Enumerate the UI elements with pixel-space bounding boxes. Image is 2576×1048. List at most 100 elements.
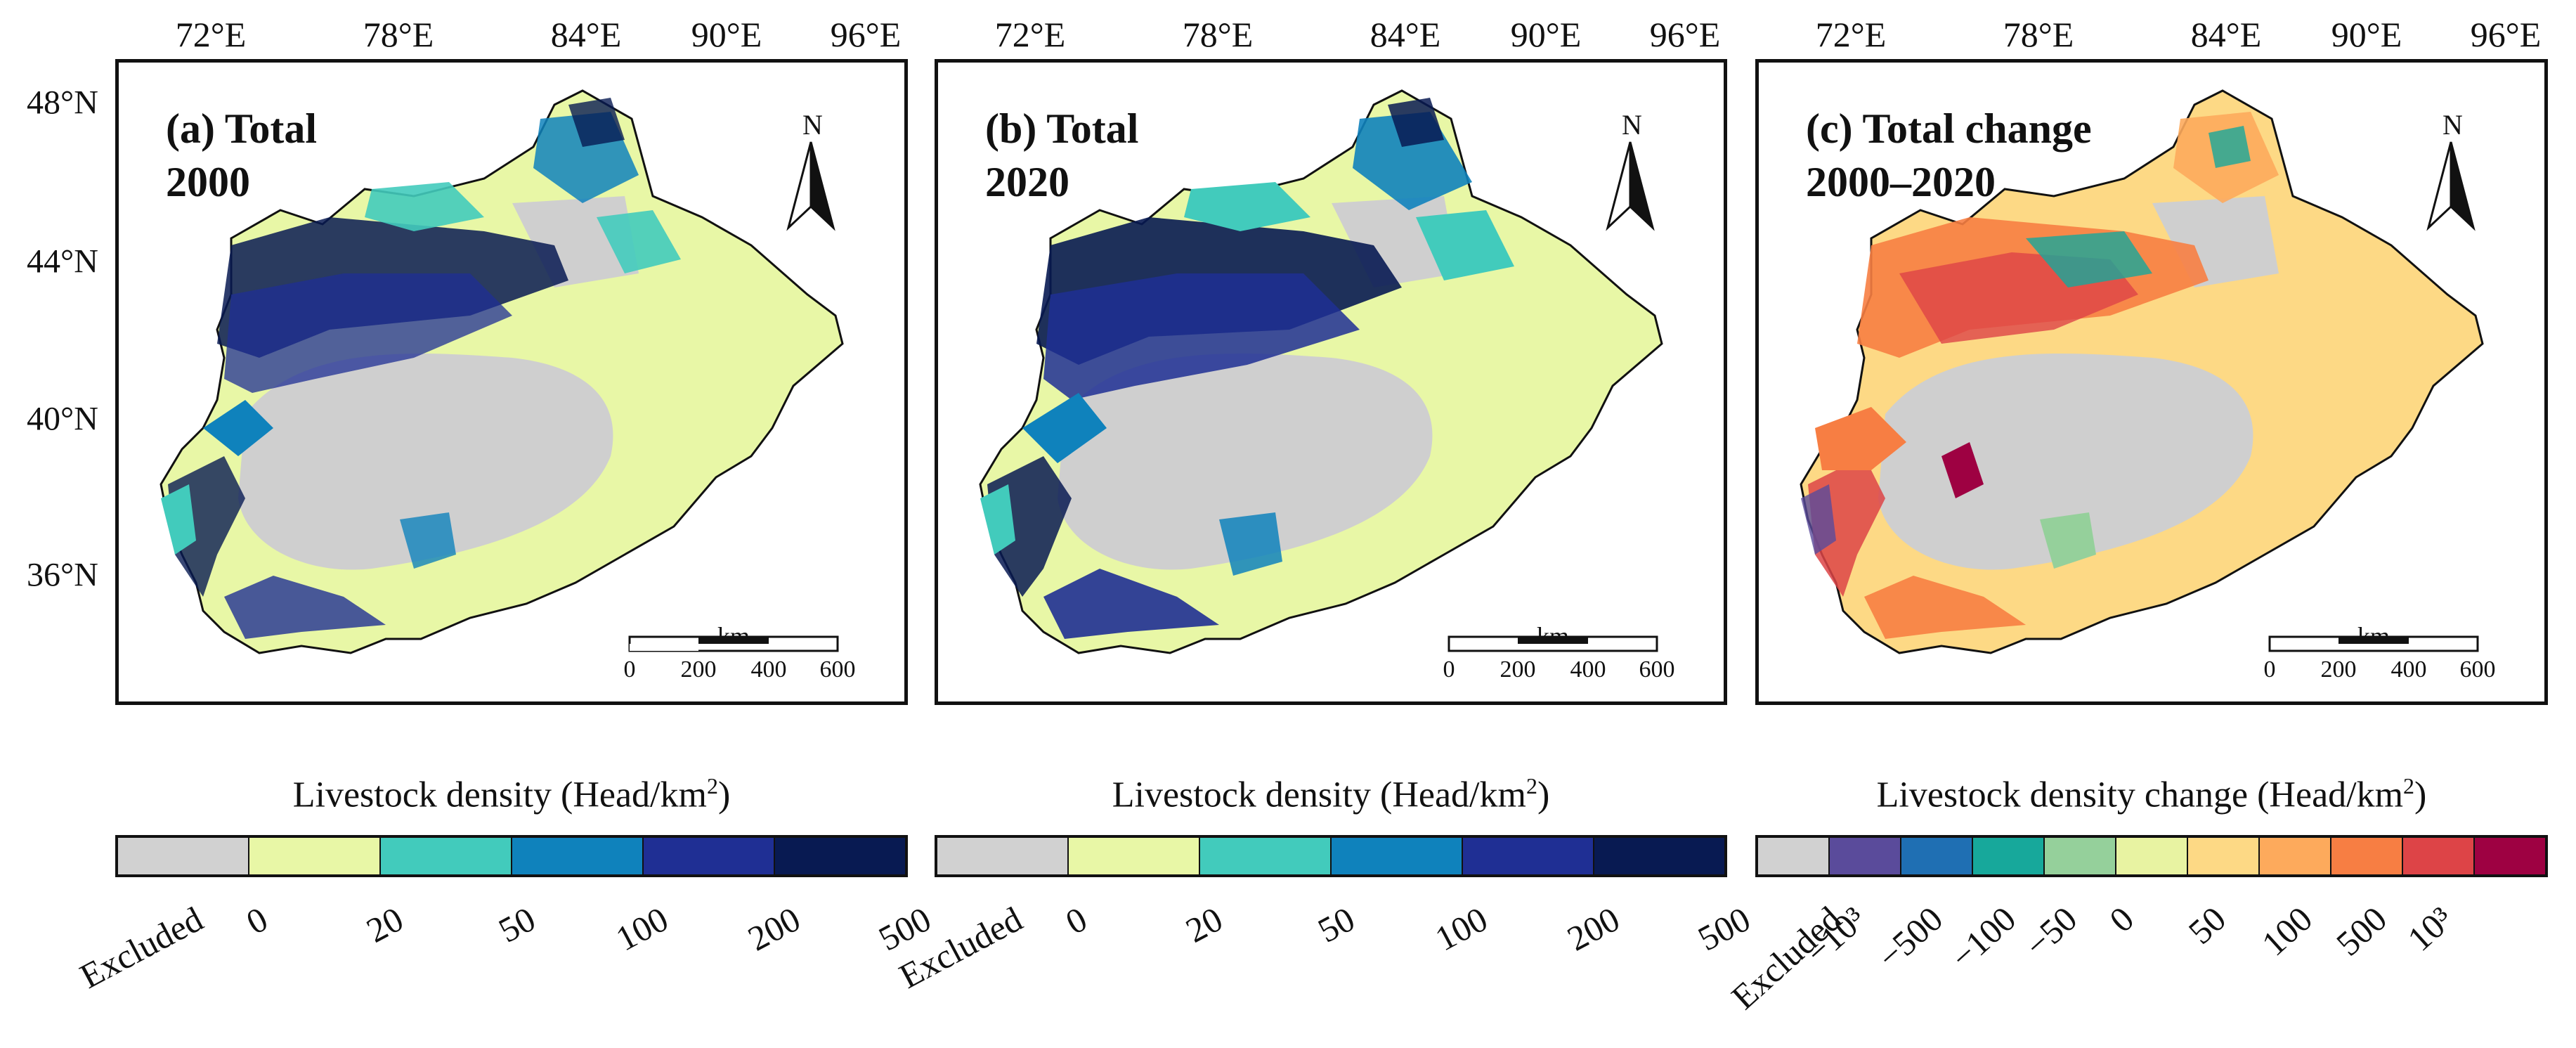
lon-label: 78°E bbox=[363, 15, 434, 54]
lon-label: 78°E bbox=[2003, 15, 2074, 54]
colorbar-label: 0 bbox=[240, 898, 274, 943]
colorbar-swatch bbox=[775, 838, 905, 874]
lat-label: 40°N bbox=[27, 400, 98, 438]
colorbar-swatch bbox=[1830, 838, 1901, 874]
colorbar-label: −50 bbox=[2017, 898, 2085, 965]
scale-bar-graphic bbox=[2268, 635, 2479, 652]
panel-title-line1: (b) Total bbox=[985, 105, 1139, 152]
scale-label: 0 bbox=[623, 656, 636, 683]
colorbar-label: 10³ bbox=[2400, 898, 2461, 959]
lon-label: 96°E bbox=[2470, 15, 2542, 54]
north-arrow-label: N bbox=[2442, 109, 2463, 141]
lon-label: 72°E bbox=[1815, 15, 1887, 54]
scale-label: 600 bbox=[1639, 656, 1675, 683]
map-frame bbox=[935, 59, 1727, 705]
colorbar bbox=[115, 835, 908, 877]
colorbar-label: 0 bbox=[2102, 898, 2142, 940]
colorbar-swatch bbox=[2331, 838, 2403, 874]
legend-title-sup: 2 bbox=[706, 773, 718, 798]
longitude-labels: 72°E 78°E 84°E 90°E 96°E bbox=[819, 14, 1721, 63]
lat-label: 48°N bbox=[27, 84, 98, 122]
north-arrow-label: N bbox=[802, 109, 823, 141]
colorbar-label: −500 bbox=[1870, 898, 1951, 977]
lon-label: 96°E bbox=[1649, 15, 1721, 54]
longitude-labels: 72°E 78°E 84°E 90°E 96°E bbox=[1640, 14, 2542, 63]
colorbar-swatch bbox=[1463, 838, 1594, 874]
panel-title-line2: 2000 bbox=[166, 159, 250, 205]
scale-bar: km 0 200 400 600 bbox=[1443, 621, 1675, 692]
scale-label: 400 bbox=[2390, 656, 2427, 683]
north-arrow: N bbox=[2421, 108, 2485, 242]
colorbar bbox=[1755, 835, 2548, 877]
north-arrow-icon bbox=[1606, 141, 1655, 231]
lat-label: 44°N bbox=[27, 242, 98, 280]
colorbar-swatch bbox=[2403, 838, 2475, 874]
scale-label: 200 bbox=[2320, 656, 2357, 683]
scale-bar-graphic bbox=[628, 635, 839, 652]
legend-title-sup: 2 bbox=[1526, 773, 1537, 798]
panel-title: (a) Total 2000 bbox=[166, 102, 317, 209]
north-arrow-icon bbox=[2426, 141, 2476, 231]
colorbar-label: 100 bbox=[1429, 898, 1494, 959]
scale-bar: km 0 200 400 600 bbox=[2264, 621, 2496, 692]
scale-bar: km 0 200 400 600 bbox=[624, 621, 856, 692]
scale-label: 400 bbox=[750, 656, 787, 683]
panel-title-line1: (a) Total bbox=[166, 105, 318, 152]
lon-label: 78°E bbox=[1182, 15, 1254, 54]
legend-title-text: Livestock density (Head/km bbox=[292, 775, 707, 815]
lon-label: 84°E bbox=[1370, 15, 1441, 54]
colorbar-swatch bbox=[249, 838, 381, 874]
panel-title-line1: (c) Total change bbox=[1806, 105, 2092, 152]
xinjiang-map bbox=[979, 89, 1663, 654]
lon-label: 90°E bbox=[2331, 15, 2402, 54]
legend-title-text: Livestock density (Head/km bbox=[1112, 775, 1526, 815]
colorbar-swatch bbox=[2260, 838, 2331, 874]
colorbar-label: 50 bbox=[1311, 898, 1361, 950]
map-frame bbox=[115, 59, 908, 705]
colorbar-label: 100 bbox=[609, 898, 675, 959]
colorbar-label: 200 bbox=[741, 898, 807, 959]
colorbar-swatch bbox=[2116, 838, 2188, 874]
panel-c: 72°E 78°E 84°E 90°E 96°E (c) Total chang… bbox=[1640, 0, 2548, 1048]
colorbar-swatch bbox=[1901, 838, 1973, 874]
colorbar-swatch bbox=[937, 838, 1069, 874]
legend-title: Livestock density (Head/km2) bbox=[935, 773, 1727, 815]
legend-title: Livestock density (Head/km2) bbox=[115, 773, 908, 815]
colorbar-label: −100 bbox=[1943, 898, 2024, 977]
panel-title: (b) Total 2020 bbox=[985, 102, 1138, 209]
scale-label: 200 bbox=[1500, 656, 1536, 683]
colorbar-swatch bbox=[2045, 838, 2116, 874]
lon-label: 84°E bbox=[2190, 15, 2262, 54]
colorbar-swatch bbox=[2475, 838, 2545, 874]
scale-label: 200 bbox=[680, 656, 717, 683]
panel-title-line2: 2020 bbox=[985, 159, 1069, 205]
scale-label: 600 bbox=[2459, 656, 2496, 683]
legend-title-text: Livestock density change (Head/km bbox=[1876, 775, 2404, 815]
xinjiang-map bbox=[160, 89, 844, 654]
legend-title-close: ) bbox=[717, 775, 731, 815]
colorbar-label: 20 bbox=[1179, 898, 1229, 950]
colorbar-label: 50 bbox=[2180, 898, 2234, 952]
colorbar-label: 100 bbox=[2253, 898, 2320, 964]
colorbar-swatch bbox=[1200, 838, 1332, 874]
lon-label: 72°E bbox=[994, 15, 1066, 54]
colorbar-label: Excluded bbox=[73, 898, 209, 996]
legend-title-close: ) bbox=[1537, 775, 1550, 815]
lon-label: 96°E bbox=[830, 15, 902, 54]
colorbar-label: 50 bbox=[492, 898, 542, 950]
colorbar-swatch bbox=[2188, 838, 2260, 874]
map-frame bbox=[1755, 59, 2548, 705]
scale-label: 400 bbox=[1570, 656, 1606, 683]
north-arrow-label: N bbox=[1622, 109, 1642, 141]
colorbar-swatch bbox=[1332, 838, 1463, 874]
colorbar-label: 20 bbox=[360, 898, 410, 950]
xinjiang-map bbox=[1800, 89, 2484, 654]
colorbar bbox=[935, 835, 1727, 877]
scale-label: 0 bbox=[1443, 656, 1455, 683]
legend-title-sup: 2 bbox=[2403, 773, 2415, 798]
colorbar-label: 200 bbox=[1561, 898, 1626, 959]
north-arrow: N bbox=[1601, 108, 1664, 242]
panel-a: 72°E 78°E 84°E 90°E 96°E 48°N 44°N 40°N … bbox=[0, 0, 937, 1048]
panel-title-line2: 2000–2020 bbox=[1806, 159, 1996, 205]
latitude-labels: 48°N 44°N 40°N 36°N bbox=[0, 0, 119, 703]
